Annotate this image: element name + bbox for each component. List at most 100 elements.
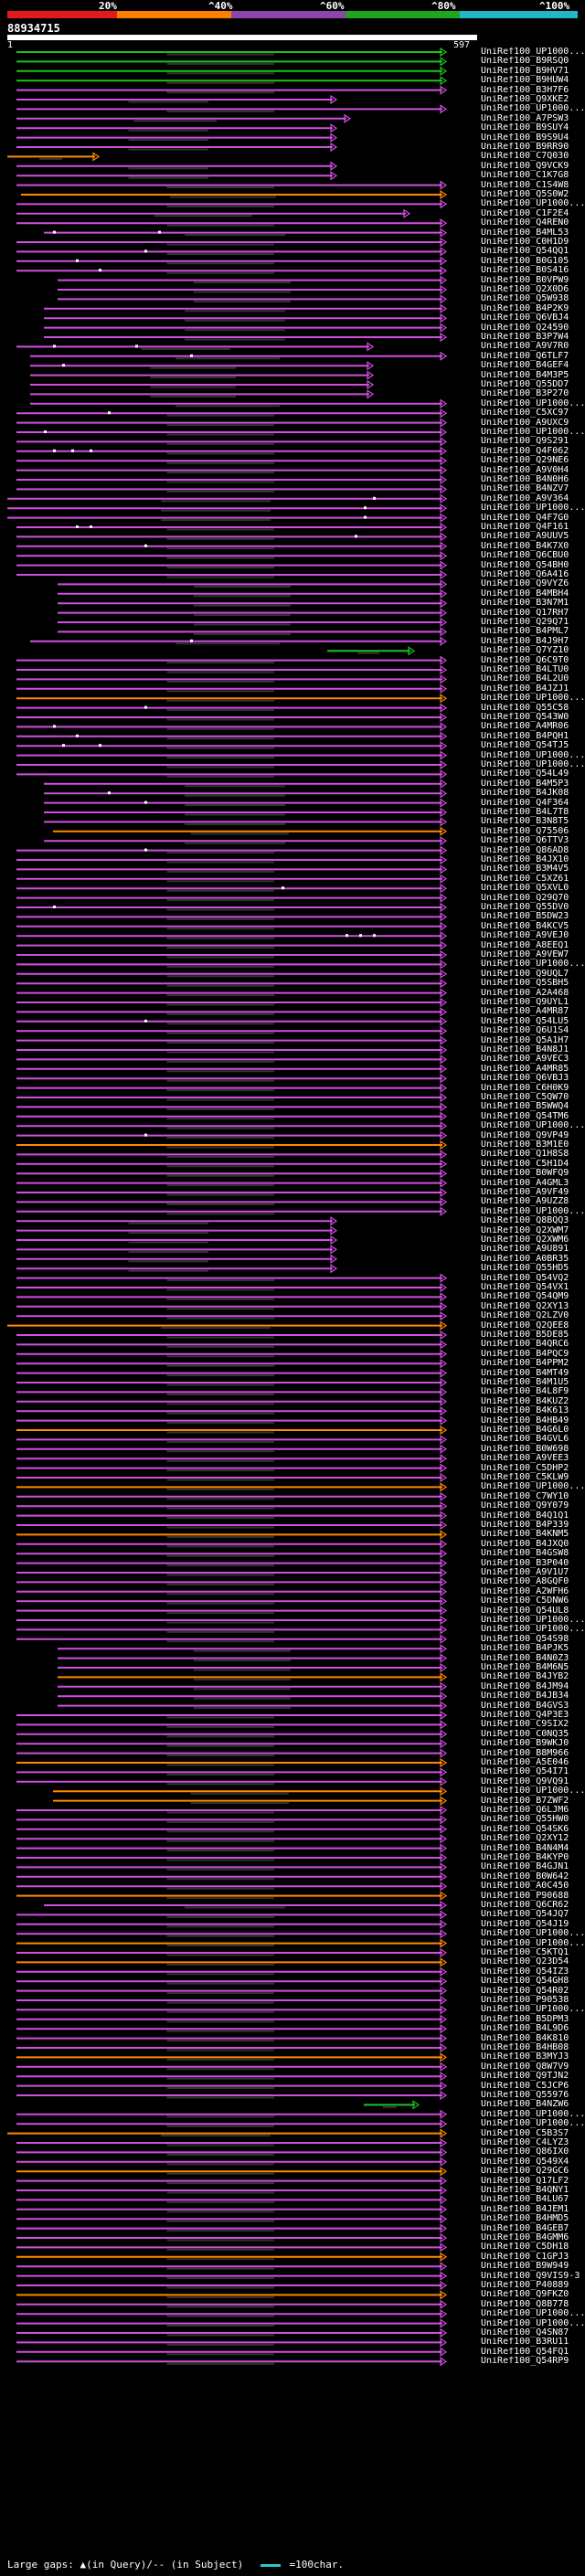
hit-label[interactable]: UniRef100_B0W642 bbox=[481, 1871, 569, 1882]
hit-label[interactable]: UniRef100_B4QRC6 bbox=[481, 1340, 569, 1350]
hit-label[interactable]: UniRef100_Q54IZ3 bbox=[481, 1966, 569, 1977]
hit-label[interactable]: UniRef100_B4L7T8 bbox=[481, 808, 569, 817]
hit-label[interactable]: UniRef100_B4NZW6 bbox=[481, 2100, 569, 2110]
hit-label[interactable]: UniRef100_Q54J19 bbox=[481, 1919, 569, 1929]
hit-label[interactable]: UniRef100_Q54SK6 bbox=[481, 1824, 569, 1834]
hit-label[interactable]: UniRef100_Q9UYL1 bbox=[481, 998, 569, 1007]
hit-label[interactable]: UniRef100_C5DHP2 bbox=[481, 1463, 569, 1473]
hit-label[interactable]: UniRef100_B4LU67 bbox=[481, 2195, 569, 2205]
hit-label[interactable]: UniRef100_UP1000... bbox=[481, 1625, 583, 1635]
hit-label[interactable]: UniRef100_Q86IX0 bbox=[481, 2147, 569, 2157]
hit-label[interactable]: UniRef100_B9RSQ0 bbox=[481, 57, 569, 67]
hit-label[interactable]: UniRef100_Q6TLF7 bbox=[481, 351, 569, 361]
hit-label[interactable]: UniRef100_A9UUV5 bbox=[481, 532, 569, 542]
hit-label[interactable]: UniRef100_C6H0K9 bbox=[481, 1083, 569, 1093]
hit-label[interactable]: UniRef100_C0H1D9 bbox=[481, 238, 569, 247]
hit-label[interactable]: UniRef100_UP1000... bbox=[481, 1786, 583, 1797]
hit-label[interactable]: UniRef100_B4GVL6 bbox=[481, 1435, 569, 1445]
hit-label[interactable]: UniRef100_Q5A1H7 bbox=[481, 1035, 569, 1045]
hit-label[interactable]: UniRef100_A4GML3 bbox=[481, 1178, 569, 1188]
hit-label[interactable]: UniRef100_C9SIX2 bbox=[481, 1720, 569, 1730]
hit-label[interactable]: UniRef100_B4N8J1 bbox=[481, 1045, 569, 1055]
hit-label[interactable]: UniRef100_Q6A416 bbox=[481, 570, 569, 579]
hit-label[interactable]: UniRef100_UP1000... bbox=[481, 750, 583, 760]
hit-label[interactable]: UniRef100_B0S416 bbox=[481, 266, 569, 276]
hit-label[interactable]: UniRef100_B3N7M1 bbox=[481, 599, 569, 609]
hit-label[interactable]: UniRef100_B4L2U0 bbox=[481, 674, 569, 684]
hit-label[interactable]: UniRef100_B7ZWF2 bbox=[481, 1796, 569, 1806]
hit-label[interactable]: UniRef100_Q54TJ5 bbox=[481, 741, 569, 751]
hit-label[interactable]: UniRef100_B4GVS3 bbox=[481, 1701, 569, 1711]
hit-label[interactable]: UniRef100_B4M1U5 bbox=[481, 1378, 569, 1387]
hit-label[interactable]: UniRef100_Q54GH8 bbox=[481, 1977, 569, 1987]
hit-label[interactable]: UniRef100_Q543W0 bbox=[481, 713, 569, 722]
hit-label[interactable]: UniRef100_Q6VBJ4 bbox=[481, 313, 569, 323]
hit-label[interactable]: UniRef100_B4KCV5 bbox=[481, 921, 569, 931]
hit-label[interactable]: UniRef100_B0VPW9 bbox=[481, 275, 569, 285]
hit-label[interactable]: UniRef100_Q4F062 bbox=[481, 446, 569, 456]
hit-label[interactable]: UniRef100_P90688 bbox=[481, 1891, 569, 1901]
hit-label[interactable]: UniRef100_Q9TJN2 bbox=[481, 2072, 569, 2082]
hit-label[interactable]: UniRef100_C5DH18 bbox=[481, 2242, 569, 2253]
hit-label[interactable]: UniRef100_Q9VCK9 bbox=[481, 161, 569, 171]
hit-label[interactable]: UniRef100_Q2XY13 bbox=[481, 1301, 569, 1311]
hit-label[interactable]: UniRef100_B5WWQ4 bbox=[481, 1102, 569, 1112]
hit-label[interactable]: UniRef100_UP1000... bbox=[481, 959, 583, 970]
hit-label[interactable]: UniRef100_Q2X0D6 bbox=[481, 285, 569, 294]
hit-label[interactable]: UniRef100_A9VF49 bbox=[481, 1188, 569, 1197]
hit-label[interactable]: UniRef100_B4GEF4 bbox=[481, 361, 569, 371]
hit-label[interactable]: UniRef100_Q9XKE2 bbox=[481, 95, 569, 104]
hit-label[interactable]: UniRef100_Q5W938 bbox=[481, 294, 569, 304]
hit-label[interactable]: UniRef100_UP1000... bbox=[481, 694, 583, 704]
hit-label[interactable]: UniRef100_B9HUW4 bbox=[481, 76, 569, 86]
hit-label[interactable]: UniRef100_Q8B778 bbox=[481, 2299, 569, 2309]
hit-label[interactable]: UniRef100_Q6CR62 bbox=[481, 1901, 569, 1910]
hit-label[interactable]: UniRef100_B3P270 bbox=[481, 389, 569, 399]
hit-label[interactable]: UniRef100_B4HB08 bbox=[481, 2043, 569, 2052]
hit-label[interactable]: UniRef100_UP1000... bbox=[481, 760, 583, 769]
hit-label[interactable]: UniRef100_A9V0H4 bbox=[481, 465, 569, 475]
hit-label[interactable]: UniRef100_Q29Q70 bbox=[481, 893, 569, 903]
hit-label[interactable]: UniRef100_B4M6N5 bbox=[481, 1663, 569, 1672]
hit-label[interactable]: UniRef100_B4KNM5 bbox=[481, 1530, 569, 1540]
hit-label[interactable]: UniRef100_B9S9U4 bbox=[481, 133, 569, 143]
hit-label[interactable]: UniRef100_P90538 bbox=[481, 1996, 569, 2005]
hit-label[interactable]: UniRef100_Q6VBJ3 bbox=[481, 1074, 569, 1084]
hit-label[interactable]: UniRef100_B4GJN1 bbox=[481, 1862, 569, 1872]
hit-label[interactable]: UniRef100_C5QW70 bbox=[481, 1093, 569, 1102]
hit-label[interactable]: UniRef100_B4KYP0 bbox=[481, 1853, 569, 1862]
hit-label[interactable]: UniRef100_B5DE85 bbox=[481, 1330, 569, 1340]
hit-label[interactable]: UniRef100_B4JXQ0 bbox=[481, 1539, 569, 1549]
hit-label[interactable]: UniRef100_B4GEB7 bbox=[481, 2223, 569, 2233]
hit-label[interactable]: UniRef100_C5XC97 bbox=[481, 408, 569, 419]
hit-label[interactable]: UniRef100_UP1000... bbox=[481, 2309, 583, 2319]
hit-label[interactable]: UniRef100_Q55HW0 bbox=[481, 1815, 569, 1825]
hit-label[interactable]: UniRef100_B4JX10 bbox=[481, 855, 569, 864]
hit-label[interactable]: UniRef100_B4NZV7 bbox=[481, 484, 569, 494]
hit-label[interactable]: UniRef100_Q54JQ7 bbox=[481, 1910, 569, 1920]
hit-label[interactable]: UniRef100_B4HB49 bbox=[481, 1415, 569, 1426]
hit-label[interactable]: UniRef100_Q2XWM7 bbox=[481, 1225, 569, 1235]
hit-label[interactable]: UniRef100_Q4F7G0 bbox=[481, 513, 569, 523]
hit-label[interactable]: UniRef100_A5E046 bbox=[481, 1758, 569, 1767]
hit-label[interactable]: UniRef100_Q9FKZ0 bbox=[481, 2290, 569, 2300]
hit-label[interactable]: UniRef100_B5DW23 bbox=[481, 912, 569, 922]
hit-label[interactable]: UniRef100_Q5S0W2 bbox=[481, 190, 569, 199]
hit-label[interactable]: UniRef100_B4GMM6 bbox=[481, 2233, 569, 2242]
hit-label[interactable]: UniRef100_C5KTQ1 bbox=[481, 1948, 569, 1957]
hit-label[interactable]: UniRef100_UP1000... bbox=[481, 1929, 583, 1939]
hit-label[interactable]: UniRef100_B4PML7 bbox=[481, 627, 569, 637]
hit-label[interactable]: UniRef100_B4MBH4 bbox=[481, 588, 569, 599]
hit-label[interactable]: UniRef100_UP1000... bbox=[481, 2005, 583, 2015]
hit-label[interactable]: UniRef100_B5DPM3 bbox=[481, 2014, 569, 2024]
hit-label[interactable]: UniRef100_Q6LJM6 bbox=[481, 1806, 569, 1815]
hit-label[interactable]: UniRef100_B4JK08 bbox=[481, 789, 569, 799]
hit-label[interactable]: UniRef100_A9VEE3 bbox=[481, 1454, 569, 1464]
hit-label[interactable]: UniRef100_C5DNW6 bbox=[481, 1596, 569, 1606]
hit-label[interactable]: UniRef100_Q9VQ91 bbox=[481, 1776, 569, 1786]
hit-label[interactable]: UniRef100_A9V1U7 bbox=[481, 1568, 569, 1577]
hit-label[interactable]: UniRef100_B4K7X0 bbox=[481, 541, 569, 551]
hit-label[interactable]: UniRef100_UP1000... bbox=[481, 1482, 583, 1492]
hit-label[interactable]: UniRef100_B9WKJ0 bbox=[481, 1739, 569, 1749]
hit-label[interactable]: UniRef100_B4P2K9 bbox=[481, 303, 569, 313]
